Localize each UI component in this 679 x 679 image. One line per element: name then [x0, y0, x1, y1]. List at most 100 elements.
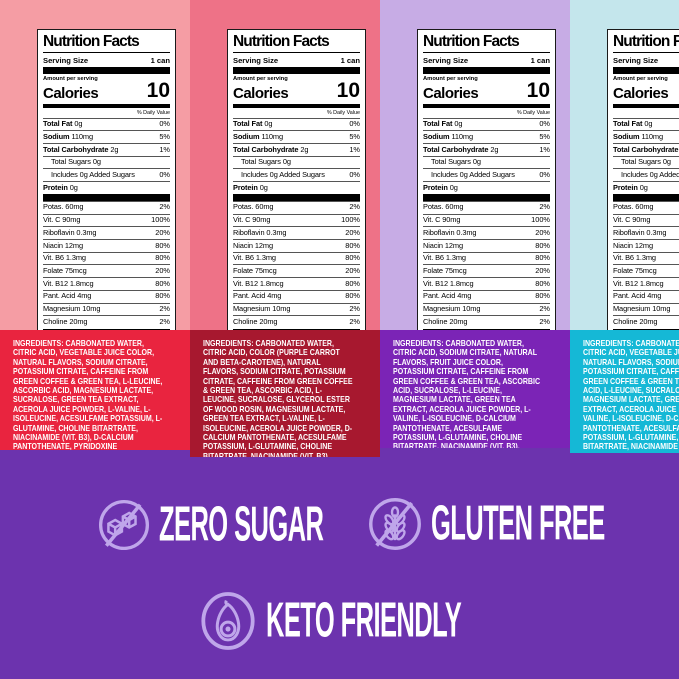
nutrient-row: Includes 0g Added Sugars 0% — [613, 168, 679, 181]
nutrition-facts-title: Nutrition Facts — [233, 33, 330, 50]
nutrient-daily-value: 0% — [349, 119, 360, 129]
vitamin-daily-value: 2% — [159, 316, 170, 326]
vitamin-daily-value: 80% — [345, 240, 360, 250]
thick-divider — [43, 193, 170, 201]
nutrient-daily-value: 0% — [159, 170, 170, 180]
nutrient-row: Sodium 110mg 5% — [43, 130, 170, 143]
vitamin-daily-value: 2% — [539, 202, 550, 212]
vitamin-name: Niacin 12mg — [233, 240, 273, 250]
nutrient-row: Includes 0g Added Sugars 0% — [233, 168, 360, 181]
calories-row: Calories 10 — [43, 79, 170, 103]
vitamin-row: Folate 75mcg 20% — [613, 264, 679, 277]
nutrient-name: Total Carbohydrate 2g — [43, 144, 119, 154]
vitamin-daily-value: 2% — [349, 316, 360, 326]
nutrient-name: Total Fat 0g — [613, 119, 653, 129]
nutrient-row: Total Fat 0g 0% — [613, 117, 679, 131]
serving-size-row: Serving Size 1 can — [613, 52, 679, 67]
vitamin-name: Riboflavin 0.3mg — [613, 227, 667, 237]
nutrient-row: Total Fat 0g 0% — [43, 117, 170, 131]
ingredients-panel-3: INGREDIENTS: CARBONATED WATER, CITRIC AC… — [380, 330, 570, 448]
nutrient-row: Total Sugars 0g — [43, 155, 170, 169]
nutrient-name: Sodium 110mg — [233, 131, 284, 141]
calories-row: Calories 10 — [613, 82, 679, 103]
vitamin-row: Folate 75mcg 20% — [423, 264, 550, 277]
daily-value-header: % Daily Value — [516, 110, 550, 117]
vitamin-row: Riboflavin 0.3mg 20% — [613, 226, 679, 239]
vitamin-row: Pant. Acid 4mg 80% — [43, 289, 170, 303]
vitamin-daily-value: 80% — [535, 253, 550, 263]
ingredients-panel-1: INGREDIENTS: CARBONATED WATER, CITRIC AC… — [0, 330, 190, 450]
vitamin-row: Potas. 60mg 2% — [423, 200, 550, 214]
vitamin-daily-value: 2% — [539, 304, 550, 314]
nutrient-rows: Total Fat 0g 0% Sodium 110mg 5% Total Ca… — [613, 117, 679, 194]
vitamin-name: Potas. 60mg — [423, 202, 464, 212]
vitamin-name: Magnesium 10mg — [43, 304, 101, 314]
vitamin-rows: Potas. 60mg 2% Vit. C 90mg 100% Riboflav… — [613, 200, 679, 328]
ingredients-panel-2: INGREDIENTS: CARBONATED WATER, CITRIC AC… — [190, 330, 380, 457]
nutrient-name: Includes 0g Added Sugars — [51, 170, 135, 180]
vitamin-name: Riboflavin 0.3mg — [423, 227, 477, 237]
vitamin-name: Pant. Acid 4mg — [613, 291, 662, 301]
vitamin-daily-value: 2% — [349, 304, 360, 314]
serving-size-value: 1 can — [530, 55, 550, 65]
nutrient-daily-value: 1% — [539, 144, 550, 154]
nutrient-daily-value: 0% — [349, 170, 360, 180]
vitamin-name: Vit. B6 1.3mg — [233, 253, 276, 263]
nutrition-panel-2: Nutrition Facts Serving Size 1 can Amoun… — [190, 0, 380, 353]
vitamin-row: Vit. C 90mg 100% — [423, 213, 550, 227]
vitamin-daily-value: 20% — [535, 227, 550, 237]
vitamin-name: Vit. B12 1.8mcg — [43, 278, 94, 288]
vitamin-row: Choline 20mg 2% — [233, 315, 360, 328]
vitamin-row: Magnesium 10mg 2% — [613, 302, 679, 316]
nutrient-row: Includes 0g Added Sugars 0% — [423, 168, 550, 181]
vitamin-daily-value: 20% — [535, 265, 550, 275]
nutrition-facts-label: Nutrition Facts Serving Size 1 can Amoun… — [417, 29, 556, 353]
serving-size-label: Serving Size — [43, 55, 89, 65]
vitamin-daily-value: 2% — [349, 202, 360, 212]
vitamin-daily-value: 80% — [535, 240, 550, 250]
vitamin-row: Vit. C 90mg 100% — [613, 213, 679, 227]
nutrient-row: Total Fat 0g 0% — [233, 117, 360, 131]
vitamin-daily-value: 80% — [345, 291, 360, 301]
vitamin-row: Vit. B6 1.3mg 80% — [613, 251, 679, 265]
nutrient-daily-value: 0% — [539, 170, 550, 180]
nutrient-name: Includes 0g Added Sugars — [621, 170, 679, 180]
nutrition-facts-title: Nutrition Facts — [613, 33, 679, 50]
vitamin-daily-value: 80% — [345, 278, 360, 288]
nutrient-daily-value: 0% — [159, 119, 170, 129]
vitamin-name: Magnesium 10mg — [233, 304, 291, 314]
calories-value: 10 — [526, 79, 550, 103]
ingredients-text: INGREDIENTS: CARBONATED WATER, CITRIC AC… — [583, 338, 679, 453]
flavor-columns: Nutrition Facts Serving Size 1 can Amoun… — [0, 0, 679, 457]
nutrient-daily-value: 1% — [159, 144, 170, 154]
serving-size-row: Serving Size 1 can — [233, 52, 360, 67]
vitamin-row: Potas. 60mg 2% — [43, 200, 170, 214]
serving-size-label: Serving Size — [423, 55, 469, 65]
vitamin-row: Pant. Acid 4mg 80% — [233, 289, 360, 303]
amount-per-serving-label: Amount per serving — [43, 76, 98, 83]
vitamin-row: Vit. B6 1.3mg 80% — [43, 251, 170, 265]
calories-value: 10 — [146, 79, 170, 103]
vitamin-name: Folate 75mcg — [423, 265, 467, 275]
vitamin-row: Vit. C 90mg 100% — [233, 213, 360, 227]
thick-divider — [233, 67, 360, 75]
nutrient-name: Total Fat 0g — [233, 119, 273, 129]
vitamin-name: Vit. B6 1.3mg — [43, 253, 86, 263]
vitamin-daily-value: 2% — [159, 202, 170, 212]
flavor-column-3: Nutrition Facts Serving Size 1 can Amoun… — [380, 0, 570, 457]
nutrient-row: Total Carbohydrate 2g 1% — [43, 143, 170, 156]
nutrient-name: Protein 0g — [43, 182, 78, 192]
vitamin-name: Vit. C 90mg — [43, 215, 81, 225]
vitamin-row: Folate 75mcg 20% — [233, 264, 360, 277]
nutrient-row: Total Sugars 0g — [423, 155, 550, 169]
nutrient-row: Sodium 110mg 5% — [613, 130, 679, 143]
nutrient-name: Protein 0g — [233, 182, 268, 192]
vitamin-name: Niacin 12mg — [613, 240, 653, 250]
ingredients-text: INGREDIENTS: CARBONATED WATER, CITRIC AC… — [203, 338, 353, 457]
vitamin-row: Choline 20mg 2% — [423, 315, 550, 328]
vitamin-row: Folate 75mcg 20% — [43, 264, 170, 277]
vitamin-name: Choline 20mg — [613, 316, 658, 326]
vitamin-row: Vit. B12 1.8mcg 80% — [43, 277, 170, 290]
calories-row: Calories 10 — [423, 79, 550, 103]
